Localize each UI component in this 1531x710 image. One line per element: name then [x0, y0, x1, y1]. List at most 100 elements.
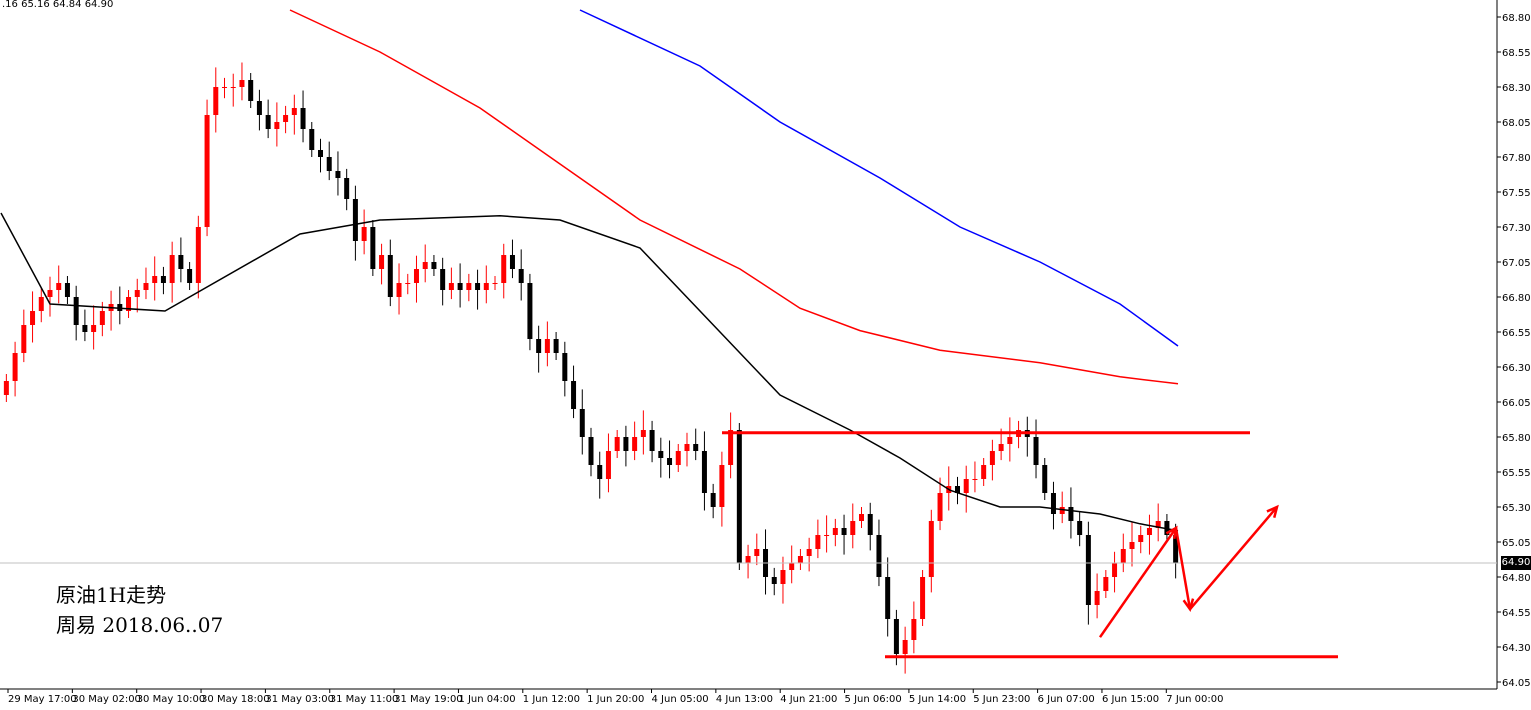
- candle: [693, 428, 699, 461]
- candle: [1138, 525, 1144, 554]
- candle: [920, 570, 926, 626]
- trend-arrow[interactable]: [1189, 504, 1279, 611]
- candle: [579, 389, 585, 455]
- candle: [571, 365, 577, 419]
- candle: [82, 309, 88, 342]
- candle: [824, 515, 830, 553]
- x-tick-label: 30 May 18:00: [201, 694, 270, 705]
- candle: [1146, 514, 1152, 555]
- trend-arrow[interactable]: [1174, 527, 1195, 613]
- candle: [928, 509, 934, 593]
- y-tick-label: 67.05: [1502, 258, 1531, 269]
- y-tick-label: 68.30: [1502, 83, 1531, 94]
- candle: [1120, 533, 1126, 573]
- candle: [134, 278, 140, 313]
- candle: [160, 266, 166, 295]
- candle: [38, 287, 44, 323]
- candle: [754, 533, 760, 566]
- x-tick-label: 7 Jun 00:00: [1166, 694, 1223, 705]
- candle: [815, 519, 821, 559]
- candle: [108, 290, 114, 331]
- annotation-subtitle: 周易 2018.06..07: [56, 613, 224, 637]
- candle: [387, 239, 393, 307]
- x-tick-label: 29 May 17:00: [8, 694, 77, 705]
- candle: [885, 557, 891, 637]
- y-tick-label: 66.30: [1502, 363, 1531, 374]
- trend-arrow[interactable]: [1098, 525, 1178, 638]
- y-tick-label: 66.05: [1502, 398, 1531, 409]
- y-tick-label: 67.30: [1502, 223, 1531, 234]
- candle: [126, 290, 132, 318]
- candle: [1085, 521, 1091, 625]
- candle: [169, 241, 175, 303]
- candle: [3, 374, 9, 402]
- candle: [1016, 420, 1022, 449]
- candle: [536, 325, 542, 373]
- candle: [867, 502, 873, 551]
- candle: [911, 601, 917, 654]
- candle: [143, 267, 149, 300]
- y-tick-label: 65.05: [1502, 538, 1531, 549]
- candle: [361, 209, 367, 255]
- x-tick-label: 5 Jun 06:00: [845, 694, 902, 705]
- y-tick-label: 68.55: [1502, 48, 1531, 59]
- candle: [614, 430, 620, 458]
- candle: [91, 305, 97, 350]
- candle: [972, 461, 978, 493]
- candle: [344, 168, 350, 211]
- candle: [937, 477, 943, 531]
- candle: [204, 99, 210, 237]
- x-tick-label: 4 Jun 21:00: [780, 694, 837, 705]
- x-tick-label: 4 Jun 05:00: [652, 694, 709, 705]
- candle: [902, 626, 908, 674]
- candle: [30, 291, 36, 343]
- candle: [431, 255, 437, 276]
- candle: [632, 421, 638, 461]
- candle: [248, 73, 254, 108]
- candle: [763, 529, 769, 595]
- ma-fast-line: [0, 212, 1179, 532]
- candle: [675, 444, 681, 472]
- x-tick-label: 1 Jun 12:00: [523, 694, 580, 705]
- candle: [806, 537, 812, 572]
- candle: [640, 410, 646, 455]
- candle: [300, 90, 306, 143]
- x-tick-label: 31 May 11:00: [330, 694, 399, 705]
- candle: [466, 273, 472, 302]
- candle: [256, 89, 262, 131]
- candle: [1112, 551, 1118, 593]
- candle: [265, 99, 271, 139]
- candle: [841, 514, 847, 555]
- y-tick-label: 66.80: [1502, 293, 1531, 304]
- candle: [623, 425, 629, 467]
- candle: [789, 545, 795, 584]
- candle: [178, 237, 184, 283]
- candle: [448, 267, 454, 300]
- candle: [483, 265, 489, 304]
- y-tick-label: 64.55: [1502, 608, 1531, 619]
- candle: [187, 262, 193, 290]
- candle: [719, 451, 725, 527]
- candle: [475, 269, 481, 310]
- candle: [274, 102, 280, 147]
- candle: [413, 255, 419, 303]
- candle: [1050, 481, 1056, 530]
- x-tick-label: 4 Jun 13:00: [716, 694, 773, 705]
- candle: [230, 73, 236, 107]
- x-tick-label: 30 May 10:00: [137, 694, 206, 705]
- candle: [1103, 570, 1109, 598]
- candle: [1033, 419, 1039, 479]
- candle: [1024, 416, 1030, 457]
- candle: [1155, 503, 1161, 542]
- candle: [544, 321, 550, 367]
- candle: [963, 465, 969, 513]
- candle: [797, 549, 803, 570]
- candle: [291, 94, 297, 135]
- candle: [422, 244, 428, 283]
- candle: [21, 309, 27, 363]
- candle: [518, 249, 524, 301]
- candle: [597, 451, 603, 499]
- candle: [64, 276, 70, 304]
- moving-averages: [0, 9, 1497, 564]
